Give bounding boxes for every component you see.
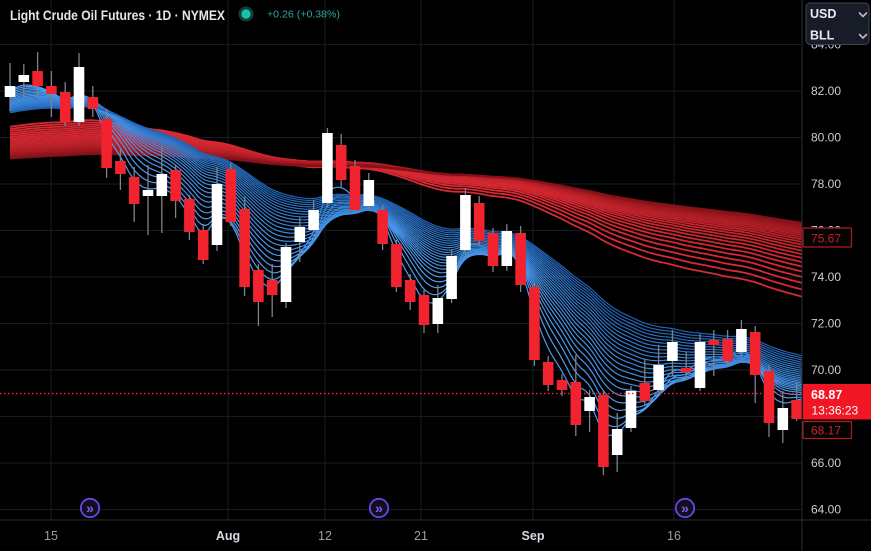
svg-text:70.00: 70.00 <box>811 363 841 377</box>
svg-text:68.17: 68.17 <box>811 423 841 437</box>
svg-text:»: » <box>375 500 383 516</box>
svg-text:15: 15 <box>44 529 58 543</box>
svg-text:Sep: Sep <box>522 529 545 543</box>
svg-text:»: » <box>86 500 94 516</box>
svg-text:75.67: 75.67 <box>811 231 841 245</box>
svg-text:13:36:23: 13:36:23 <box>812 404 859 418</box>
svg-text:68.87: 68.87 <box>811 388 842 402</box>
svg-text:64.00: 64.00 <box>811 503 841 517</box>
svg-text:66.00: 66.00 <box>811 456 841 470</box>
svg-text:BLL: BLL <box>810 29 835 43</box>
svg-text:+0.26 (+0.38%): +0.26 (+0.38%) <box>267 9 340 21</box>
svg-text:Light Crude Oil Futures · 1D ·: Light Crude Oil Futures · 1D · NYMEX <box>10 8 225 24</box>
svg-text:12: 12 <box>318 529 332 543</box>
svg-text:74.00: 74.00 <box>811 270 841 284</box>
svg-text:80.00: 80.00 <box>811 131 841 145</box>
svg-text:82.00: 82.00 <box>811 84 841 98</box>
svg-text:»: » <box>681 500 689 516</box>
svg-text:72.00: 72.00 <box>811 317 841 331</box>
svg-text:78.00: 78.00 <box>811 177 841 191</box>
svg-text:21: 21 <box>414 529 428 543</box>
svg-text:16: 16 <box>667 529 681 543</box>
svg-text:USD: USD <box>810 7 836 21</box>
svg-text:Aug: Aug <box>216 529 240 543</box>
